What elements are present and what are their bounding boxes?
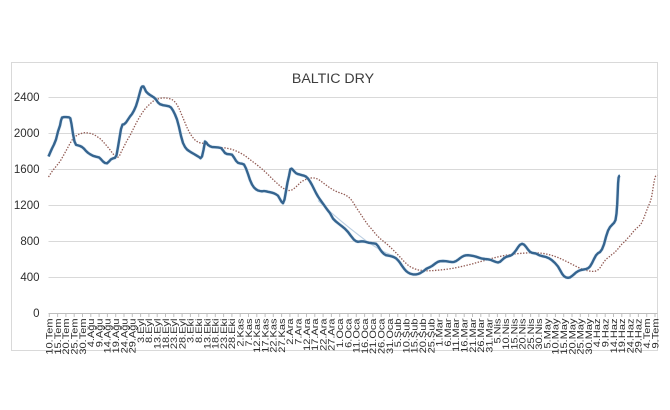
svg-text:7.Ara: 7.Ara	[294, 318, 304, 345]
svg-text:27.Ara: 27.Ara	[328, 318, 338, 351]
svg-text:1200: 1200	[14, 200, 40, 212]
svg-text:16.Oca: 16.Oca	[361, 318, 371, 354]
svg-text:13.Eyl: 13.Eyl	[153, 319, 163, 350]
svg-text:5.Nis: 5.Nis	[494, 319, 504, 344]
svg-text:25.Şub: 25.Şub	[427, 318, 437, 353]
svg-text:23.Eyl: 23.Eyl	[170, 319, 180, 350]
svg-text:14.Haz: 14.Haz	[610, 319, 620, 354]
svg-text:11.Oca: 11.Oca	[352, 318, 362, 353]
svg-text:10.Şub: 10.Şub	[402, 318, 412, 353]
svg-text:19.Haz: 19.Haz	[618, 319, 628, 354]
svg-text:8.Eyl: 8.Eyl	[145, 319, 155, 343]
svg-text:29.Ağu: 29.Ağu	[128, 319, 138, 354]
svg-text:1.Mar: 1.Mar	[435, 318, 445, 347]
svg-text:0: 0	[33, 308, 39, 320]
svg-text:800: 800	[20, 236, 39, 248]
svg-text:17.Ara: 17.Ara	[311, 318, 321, 351]
svg-text:4.Tem: 4.Tem	[643, 319, 653, 349]
svg-text:16.Mar: 16.Mar	[460, 318, 470, 353]
svg-text:25.Nis: 25.Nis	[527, 319, 537, 350]
svg-text:20.Şub: 20.Şub	[419, 318, 429, 353]
svg-text:20.Tem: 20.Tem	[62, 319, 72, 355]
svg-text:28.Eyl: 28.Eyl	[178, 319, 188, 350]
svg-text:3.Eki: 3.Eki	[187, 319, 197, 343]
svg-text:14.Ağu: 14.Ağu	[104, 319, 114, 354]
svg-text:4.Haz: 4.Haz	[593, 319, 603, 348]
svg-text:2.Ara: 2.Ara	[286, 318, 296, 345]
svg-text:24.Haz: 24.Haz	[626, 319, 636, 354]
svg-text:11.Mar: 11.Mar	[452, 318, 462, 352]
svg-text:2000: 2000	[14, 128, 40, 140]
svg-text:4.Ağu: 4.Ağu	[87, 319, 97, 348]
svg-text:1.Oca: 1.Oca	[336, 318, 346, 348]
svg-text:2.Kas: 2.Kas	[236, 319, 246, 347]
svg-text:10.May: 10.May	[552, 319, 562, 355]
svg-text:27.Kas: 27.Kas	[278, 319, 288, 353]
svg-text:30.Tem: 30.Tem	[79, 319, 89, 355]
svg-text:15.Nis: 15.Nis	[510, 319, 520, 350]
svg-text:400: 400	[20, 272, 39, 284]
svg-text:20.May: 20.May	[568, 319, 578, 355]
svg-text:10.Tem: 10.Tem	[45, 319, 55, 355]
svg-text:8.Eki: 8.Eki	[195, 319, 205, 343]
svg-text:6.Oca: 6.Oca	[344, 318, 354, 348]
svg-text:30.Nis: 30.Nis	[535, 319, 545, 350]
svg-text:19.Ağu: 19.Ağu	[112, 319, 122, 354]
svg-text:15.May: 15.May	[560, 319, 570, 355]
svg-text:22.Kas: 22.Kas	[269, 319, 279, 353]
svg-text:2400: 2400	[14, 92, 40, 104]
svg-text:12.Ara: 12.Ara	[303, 318, 313, 351]
svg-text:24.Ağu: 24.Ağu	[120, 319, 130, 354]
svg-text:BALTIC DRY: BALTIC DRY	[292, 71, 375, 87]
svg-text:5.Şub: 5.Şub	[394, 318, 404, 347]
svg-text:7.Kas: 7.Kas	[245, 319, 255, 347]
svg-text:9.Ağu: 9.Ağu	[95, 319, 105, 348]
svg-text:25.Tem: 25.Tem	[70, 319, 80, 355]
svg-text:29.Haz: 29.Haz	[635, 319, 645, 354]
svg-text:10.Nis: 10.Nis	[502, 319, 512, 350]
svg-text:1600: 1600	[14, 164, 40, 176]
svg-text:25.May: 25.May	[576, 319, 586, 355]
svg-text:31.Mar: 31.Mar	[485, 318, 495, 353]
svg-text:6.Mar: 6.Mar	[444, 318, 454, 347]
svg-text:26.Oca: 26.Oca	[377, 318, 387, 354]
svg-text:20.Nis: 20.Nis	[518, 319, 528, 350]
svg-text:22.Ara: 22.Ara	[319, 318, 329, 351]
svg-text:28.Eki: 28.Eki	[228, 319, 238, 350]
svg-text:26.Mar: 26.Mar	[477, 318, 487, 353]
svg-text:9.Haz: 9.Haz	[601, 319, 611, 348]
svg-text:5.May: 5.May	[543, 319, 553, 349]
svg-text:3.Eyl: 3.Eyl	[137, 319, 147, 343]
svg-text:13.Eki: 13.Eki	[203, 319, 213, 350]
svg-text:31.Oca: 31.Oca	[386, 318, 396, 354]
svg-text:17.Kas: 17.Kas	[261, 319, 271, 353]
svg-text:9.Tem: 9.Tem	[651, 319, 661, 349]
svg-text:12.Kas: 12.Kas	[253, 319, 263, 353]
svg-text:21.Mar: 21.Mar	[469, 318, 479, 353]
svg-text:23.Eki: 23.Eki	[220, 319, 230, 350]
svg-text:15.Tem: 15.Tem	[54, 319, 64, 355]
svg-text:15.Şub: 15.Şub	[411, 318, 421, 353]
svg-text:30.May: 30.May	[585, 319, 595, 355]
svg-text:21.Oca: 21.Oca	[369, 318, 379, 354]
svg-text:18.Eki: 18.Eki	[211, 319, 221, 350]
svg-text:18.Eyl: 18.Eyl	[162, 319, 172, 350]
